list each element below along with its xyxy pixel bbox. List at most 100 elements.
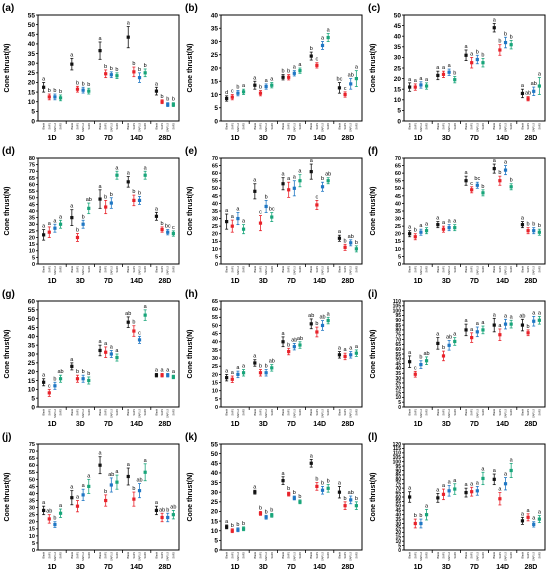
significance-letter: a — [115, 165, 119, 171]
y-tick-label: 55 — [212, 179, 218, 185]
significance-letter: b — [259, 85, 262, 91]
significance-letter: b — [144, 63, 147, 69]
y-tick-label: 50 — [394, 12, 402, 19]
significance-letter: ab — [291, 337, 297, 343]
significance-letter: b — [453, 70, 456, 76]
treatment-label: SAP1-2 — [236, 408, 240, 417]
data-point — [315, 484, 319, 488]
y-tick-label: 50 — [28, 316, 36, 323]
panel-label: (h) — [185, 289, 198, 300]
y-axis-title: Cone thrust(N) — [187, 187, 194, 236]
significance-letter: a — [425, 503, 429, 509]
y-tick-label: 30 — [212, 216, 218, 222]
significance-letter: a — [436, 216, 440, 222]
data-point — [126, 35, 130, 39]
data-point — [520, 519, 525, 523]
y-tick-label: 35 — [395, 371, 401, 377]
x-category-label: 1D — [231, 421, 240, 428]
significance-letter: a — [448, 480, 452, 486]
significance-letter: a — [282, 172, 286, 178]
data-point — [436, 223, 440, 227]
data-point — [160, 373, 164, 377]
significance-letter: a — [355, 65, 359, 71]
data-point — [132, 70, 136, 74]
significance-letter: b — [293, 490, 296, 496]
y-tick-label: 70 — [212, 156, 218, 162]
treatment-label: Blank — [253, 265, 257, 272]
data-point — [75, 87, 80, 91]
x-category-label: 1D — [231, 135, 240, 142]
data-point — [464, 490, 468, 495]
treatment-label: SAP1-2 — [419, 551, 423, 560]
treatment-label: SAP2 — [326, 122, 330, 129]
data-point — [413, 372, 417, 376]
y-tick-label: 55 — [395, 352, 401, 358]
significance-letter: b — [132, 189, 135, 195]
y-tick-label: 35 — [211, 480, 219, 487]
data-point — [481, 191, 485, 195]
significance-letter: a — [70, 357, 74, 363]
x-category-label: 14D — [130, 135, 143, 142]
y-tick-label: 30 — [28, 60, 36, 67]
data-point — [132, 198, 136, 202]
data-point — [287, 349, 291, 354]
significance-letter: a — [453, 332, 457, 338]
significance-letter: a — [87, 473, 91, 479]
treatment-label: SAP1-2 — [81, 122, 85, 131]
treatment-label: SAP2 — [537, 408, 541, 415]
y-tick-label: 45 — [29, 484, 35, 490]
data-point — [42, 380, 46, 384]
treatment-label: SAP2 — [354, 551, 358, 558]
data-point — [115, 480, 119, 484]
data-point — [424, 359, 429, 363]
treatment-label: SAP1 — [343, 551, 347, 558]
data-point — [464, 53, 468, 57]
treatment-label: Blank — [337, 551, 341, 558]
y-tick-label: 15 — [211, 518, 219, 525]
treatment-label: Blank — [70, 551, 74, 558]
x-category-label: 3D — [259, 421, 268, 428]
significance-letter: a — [161, 367, 165, 373]
plot-frame — [403, 443, 546, 551]
data-point — [270, 513, 274, 517]
significance-letter: b — [87, 371, 90, 377]
data-point — [236, 372, 240, 376]
significance-letter: a — [481, 466, 485, 472]
data-point — [98, 197, 102, 201]
y-tick-label: 90 — [395, 318, 401, 324]
y-tick-label: 35 — [395, 517, 401, 523]
data-point — [253, 490, 257, 494]
treatment-label: SAP1 — [132, 408, 136, 415]
data-point — [475, 183, 479, 187]
treatment-label: SAP1 — [104, 265, 108, 272]
data-point — [298, 500, 302, 504]
data-point — [104, 350, 108, 354]
y-tick-label: 40 — [28, 334, 36, 341]
significance-letter: a — [70, 204, 74, 210]
treatment-label: Blank — [253, 408, 257, 415]
data-point — [349, 353, 353, 357]
data-point — [241, 227, 246, 231]
y-tick-label: 0 — [397, 118, 401, 125]
y-tick-label: 55 — [29, 470, 35, 476]
data-point — [58, 222, 63, 226]
y-tick-label: 40 — [29, 491, 35, 497]
x-category-label: 3D — [442, 135, 451, 142]
significance-letter: b — [504, 31, 507, 37]
significance-letter: a — [225, 368, 229, 374]
x-category-label: 3D — [76, 564, 85, 571]
treatment-label: SAP1 — [230, 551, 234, 558]
data-point — [137, 338, 142, 342]
x-category-label: 14D — [313, 278, 326, 285]
treatment-label: SAP1 — [498, 265, 502, 272]
x-category-label: 28D — [341, 421, 354, 428]
y-tick-label: 10 — [29, 249, 35, 255]
treatment-label: SAP2 — [326, 265, 330, 272]
treatment-label: SAP2 — [425, 122, 429, 129]
y-tick-label: 45 — [395, 361, 401, 367]
significance-letter: a — [442, 483, 446, 489]
y-tick-label: 30 — [211, 39, 219, 46]
treatment-label: Blank — [154, 265, 158, 272]
treatment-label: SAP1-2 — [349, 408, 353, 417]
chart-panel: (d) Cone thrust(N) 0 5 10 15 20 25 30 35 40 45 50 55 6… — [0, 143, 183, 286]
